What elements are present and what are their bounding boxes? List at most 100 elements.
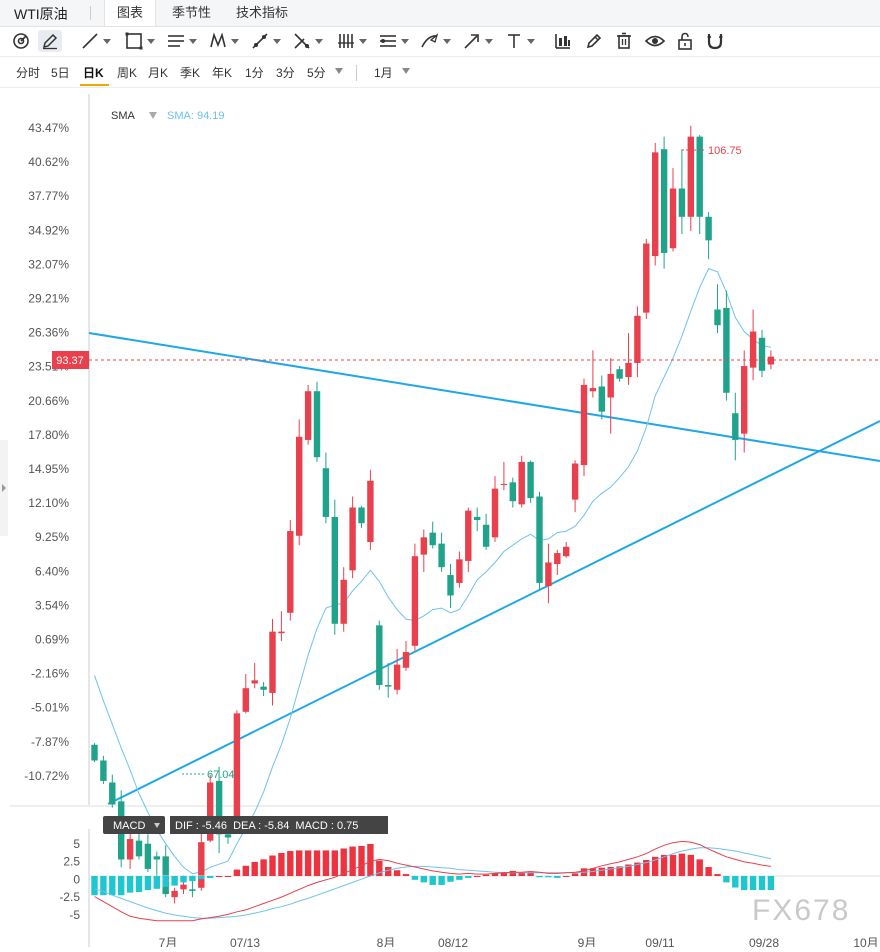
pattern-icon[interactable] <box>208 30 239 52</box>
period-quarterly[interactable]: 季K <box>180 66 201 80</box>
macd-bar <box>402 874 410 876</box>
macd-bar <box>669 854 677 876</box>
candle-body <box>100 760 107 781</box>
macd-bar <box>589 868 597 876</box>
period-5min[interactable]: 5分 <box>307 66 326 80</box>
chevron-down-icon[interactable] <box>402 68 410 74</box>
arrow-icon[interactable] <box>462 30 493 52</box>
macd-bar <box>313 850 321 876</box>
divider <box>90 6 91 20</box>
period-3min[interactable]: 3分 <box>276 66 295 80</box>
tab-technical-indicators[interactable]: 技术指标 <box>236 5 289 20</box>
candle-body <box>126 839 134 860</box>
macd-bar <box>696 859 703 876</box>
divider <box>356 65 357 81</box>
macd-bar <box>447 876 454 882</box>
macd-bar <box>144 876 152 891</box>
period-5day[interactable]: 5日 <box>51 66 70 80</box>
candle-body <box>465 510 472 561</box>
measure-icon[interactable] <box>250 30 281 52</box>
macd-indicator-button[interactable] <box>103 816 165 834</box>
y-axis: 43.47% 40.62% 37.77% 34.92% 32.07% 29.21% 26.3… <box>24 121 69 783</box>
magnet-icon[interactable] <box>705 30 725 52</box>
candle-body <box>215 780 223 835</box>
parallel-lines-icon[interactable] <box>378 30 409 52</box>
tab-seasonality[interactable]: 季节性 <box>172 5 212 20</box>
macd-bar <box>438 876 445 885</box>
chevron-down-icon[interactable] <box>154 823 160 828</box>
y-axis-label: 26.36% <box>28 326 69 340</box>
macd-bar <box>109 876 116 896</box>
macd-bar <box>723 876 730 883</box>
channel-icon[interactable] <box>166 30 197 52</box>
macd-bar <box>545 876 552 878</box>
tab-chart[interactable]: 图表 <box>104 0 157 26</box>
candle-body <box>420 537 427 555</box>
macd-values-box <box>170 816 388 834</box>
period-weekly[interactable]: 周K <box>117 66 138 80</box>
indicator-icon[interactable] <box>553 30 573 52</box>
candle-body <box>162 856 169 895</box>
macd-bar <box>420 876 427 883</box>
candle-body <box>358 507 365 524</box>
trash-icon[interactable] <box>614 30 634 52</box>
rectangle-icon[interactable] <box>124 30 155 52</box>
period-yearly[interactable]: 年K <box>212 66 233 80</box>
macd-bar <box>554 876 561 878</box>
chart-area[interactable]: 43.47% 40.62% 37.77% 34.92% 32.07% 29.21% 26.3… <box>0 88 880 950</box>
macd-bar <box>162 876 169 887</box>
chevron-down-icon[interactable] <box>149 112 157 119</box>
macd-bar <box>607 867 614 876</box>
macd-bar <box>536 876 543 878</box>
macd-bar <box>215 876 223 877</box>
candle-body <box>616 369 623 379</box>
eye-icon[interactable] <box>644 30 666 52</box>
x-axis-label: 09/11 <box>645 936 674 947</box>
drawing-toolbar <box>0 27 880 57</box>
macd-bar <box>465 876 472 878</box>
candle-body <box>580 384 588 466</box>
period-intraday[interactable]: 分时 <box>16 66 41 80</box>
range-select[interactable]: 1月 <box>374 66 393 80</box>
pen-icon[interactable] <box>38 30 62 52</box>
brush-icon[interactable] <box>420 30 451 52</box>
macd-bar <box>571 873 579 876</box>
y-axis-label: 3.54% <box>35 598 69 612</box>
candle-body <box>313 391 321 458</box>
sma-line <box>94 267 771 875</box>
macd-axis-label: 5 <box>73 837 80 851</box>
period-1min[interactable]: 1分 <box>245 66 264 80</box>
side-panel-handle[interactable] <box>0 440 8 536</box>
y-axis-label: 6.40% <box>35 564 69 578</box>
sma-legend-label[interactable]: SMA <box>111 110 136 122</box>
resistance-trendline[interactable] <box>88 332 880 462</box>
bars-icon[interactable] <box>336 30 367 52</box>
macd-axis-label: -5 <box>69 908 80 922</box>
macd-bar <box>393 870 401 876</box>
candle-body <box>287 531 294 613</box>
line-icon[interactable] <box>80 30 111 52</box>
chart-canvas[interactable]: 43.47% 40.62% 37.77% 34.92% 32.07% 29.21% 26.3… <box>0 88 880 950</box>
edit-icon[interactable] <box>584 30 604 52</box>
chevron-down-icon[interactable] <box>335 68 343 74</box>
macd-indicator-label[interactable]: MACD <box>113 820 145 832</box>
macd-bar <box>135 876 143 892</box>
macd-bar <box>367 844 374 876</box>
support-trendline[interactable] <box>107 420 880 805</box>
macd-bar <box>527 872 534 876</box>
candle-body <box>402 652 410 668</box>
macd-y-axis: 5 2.5 0 -2.5 -5 <box>59 837 80 922</box>
candle-body <box>385 685 392 687</box>
trendlines[interactable] <box>88 332 880 805</box>
lock-icon[interactable] <box>675 30 695 52</box>
candle-body <box>393 664 401 690</box>
fib-icon[interactable] <box>292 30 323 52</box>
macd-bar <box>296 850 303 876</box>
macd-bar <box>189 876 196 882</box>
text-icon[interactable] <box>504 30 535 52</box>
period-monthly[interactable]: 月K <box>148 66 169 80</box>
crosshair-icon[interactable] <box>10 30 32 52</box>
candle-body <box>714 309 721 326</box>
period-daily[interactable]: 日K <box>83 66 104 80</box>
candle-body <box>732 413 739 440</box>
